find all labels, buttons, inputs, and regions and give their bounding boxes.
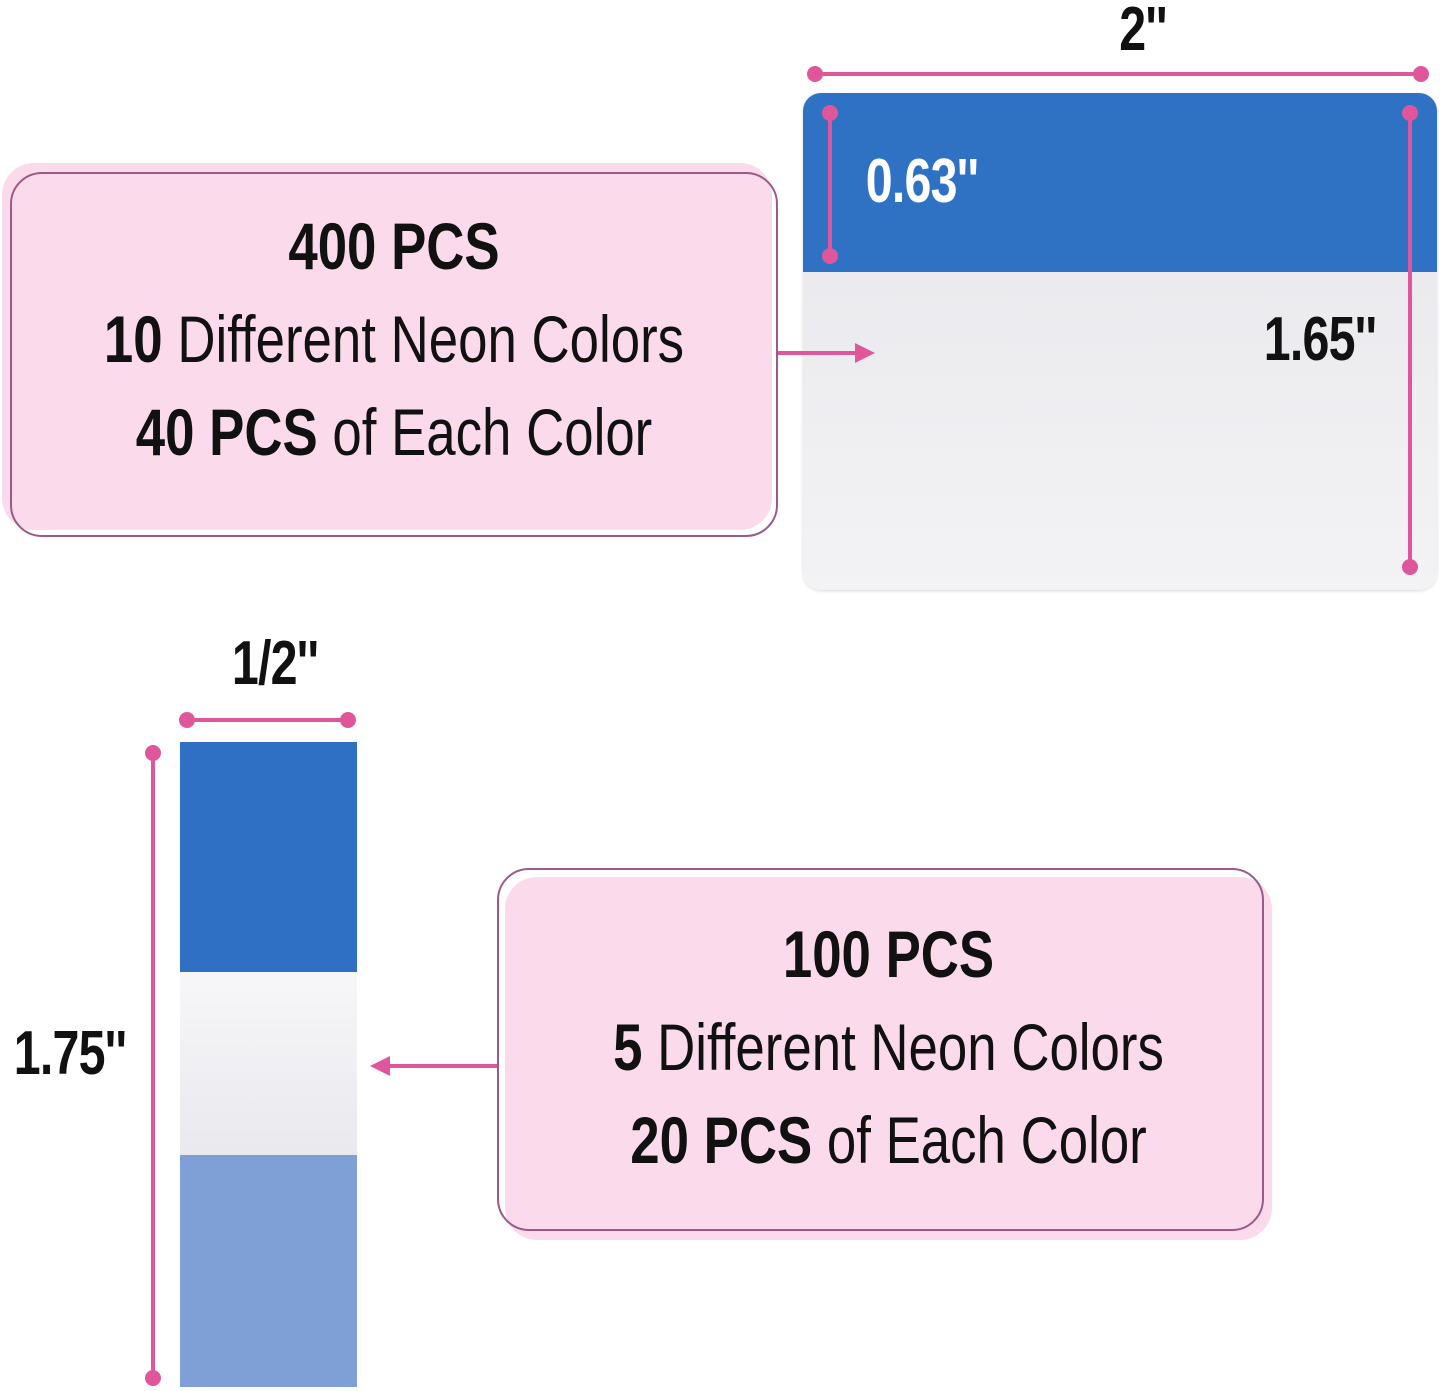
small-tab-clear-middle — [180, 972, 357, 1155]
small-info-box-border — [497, 868, 1264, 1231]
large-info-text: 400 PCS 10 Different Neon Colors 40 PCS … — [10, 200, 778, 479]
small-tab-image — [180, 742, 357, 1387]
small-colors-text: Different Neon Colors — [642, 1010, 1164, 1084]
large-per-color-count: 40 PCS — [135, 395, 318, 469]
height-165-label: 1.65'' — [1263, 305, 1377, 374]
small-per-color-text: of Each Color — [812, 1103, 1147, 1177]
small-info-box — [505, 877, 1272, 1240]
large-info-box — [2, 163, 772, 530]
large-per-color-text: of Each Color — [317, 395, 653, 469]
small-colors-count: 5 — [613, 1010, 643, 1084]
large-colors-text: Different Neon Colors — [162, 302, 685, 376]
small-tab-blue-bottom — [180, 1155, 357, 1387]
width-2in-label: 2'' — [1119, 0, 1167, 64]
large-info-box-border — [10, 172, 778, 537]
small-tab-blue-top — [180, 742, 357, 972]
small-count-title: 100 PCS — [782, 917, 995, 991]
tab-height-label: 0.63'' — [865, 147, 979, 216]
large-colors-count: 10 — [103, 302, 163, 376]
large-count-title: 400 PCS — [288, 209, 500, 283]
large-tab-blue-strip — [803, 93, 1437, 272]
large-tab-image — [803, 93, 1437, 590]
small-info-text: 100 PCS 5 Different Neon Colors 20 PCS o… — [505, 908, 1272, 1187]
small-per-color-count: 20 PCS — [630, 1103, 813, 1177]
height-175-label: 1.75'' — [13, 1019, 127, 1088]
width-half-label: 1/2'' — [231, 629, 319, 698]
